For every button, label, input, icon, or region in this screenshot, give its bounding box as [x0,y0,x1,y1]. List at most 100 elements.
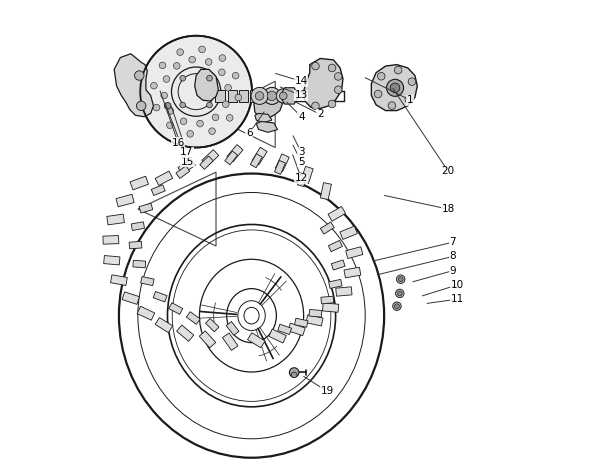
Circle shape [397,275,405,284]
Polygon shape [323,303,339,312]
Polygon shape [254,92,282,119]
Polygon shape [252,147,267,165]
Polygon shape [186,312,200,324]
Text: 14: 14 [294,76,308,86]
Polygon shape [176,166,190,179]
Circle shape [334,86,342,94]
Polygon shape [278,324,291,334]
Text: 9: 9 [449,266,456,276]
Polygon shape [331,260,345,270]
Polygon shape [195,69,218,101]
Circle shape [289,368,299,377]
Circle shape [207,76,212,81]
Polygon shape [340,226,357,239]
Circle shape [161,92,168,99]
Circle shape [394,66,402,74]
Polygon shape [329,279,342,288]
Polygon shape [111,275,127,285]
Circle shape [136,101,146,111]
Circle shape [226,114,233,121]
Circle shape [189,57,195,63]
Polygon shape [300,166,313,184]
Polygon shape [107,214,124,225]
Text: 13: 13 [294,90,308,100]
Circle shape [225,85,231,91]
Text: 5: 5 [298,157,305,167]
Polygon shape [275,161,285,174]
Circle shape [218,69,225,76]
Text: 7: 7 [449,237,456,247]
Text: 4: 4 [298,112,305,122]
Polygon shape [151,185,165,196]
Polygon shape [227,144,243,162]
Polygon shape [114,54,154,117]
Polygon shape [155,318,173,332]
Polygon shape [247,332,265,348]
Polygon shape [255,114,272,123]
Polygon shape [139,203,153,213]
Circle shape [251,87,268,104]
Circle shape [395,304,399,309]
Polygon shape [222,333,238,351]
Text: 2: 2 [317,109,324,119]
Circle shape [388,102,396,109]
Polygon shape [129,241,142,249]
Polygon shape [320,222,334,234]
Circle shape [408,78,416,86]
Circle shape [187,131,193,137]
Circle shape [390,83,400,93]
Circle shape [398,277,403,282]
Circle shape [395,289,404,298]
Polygon shape [275,154,289,171]
Circle shape [135,71,144,80]
Text: 16: 16 [171,138,185,148]
Circle shape [166,122,173,129]
Polygon shape [226,322,239,335]
Polygon shape [328,207,346,221]
Bar [215,90,225,102]
Circle shape [267,91,277,101]
Polygon shape [130,176,149,190]
Polygon shape [297,173,307,187]
Polygon shape [309,309,322,317]
Text: 11: 11 [451,294,464,304]
Polygon shape [103,236,119,244]
Polygon shape [250,154,262,168]
Circle shape [378,73,385,80]
Circle shape [312,62,319,70]
Polygon shape [103,256,120,265]
Circle shape [177,49,184,56]
Polygon shape [202,150,219,166]
Circle shape [207,102,212,108]
Polygon shape [346,247,363,258]
Polygon shape [256,122,278,133]
Polygon shape [131,222,144,230]
Circle shape [209,128,215,134]
Polygon shape [288,323,305,336]
Bar [239,90,248,102]
Polygon shape [321,296,334,304]
Circle shape [153,104,160,111]
Circle shape [219,55,226,61]
Circle shape [276,89,290,103]
Polygon shape [155,171,173,186]
Circle shape [180,118,187,124]
Circle shape [235,94,242,101]
Polygon shape [306,315,323,326]
Polygon shape [200,156,213,169]
Circle shape [173,63,180,69]
Circle shape [206,59,212,65]
Circle shape [196,120,203,127]
Circle shape [180,102,185,108]
Circle shape [233,72,239,79]
Polygon shape [320,182,332,200]
Polygon shape [225,151,237,165]
Text: 8: 8 [449,251,456,261]
Polygon shape [371,65,417,111]
Circle shape [165,103,171,109]
Circle shape [180,76,185,81]
Text: 10: 10 [451,280,464,290]
Circle shape [140,36,252,148]
Circle shape [159,62,166,69]
Circle shape [151,82,157,89]
